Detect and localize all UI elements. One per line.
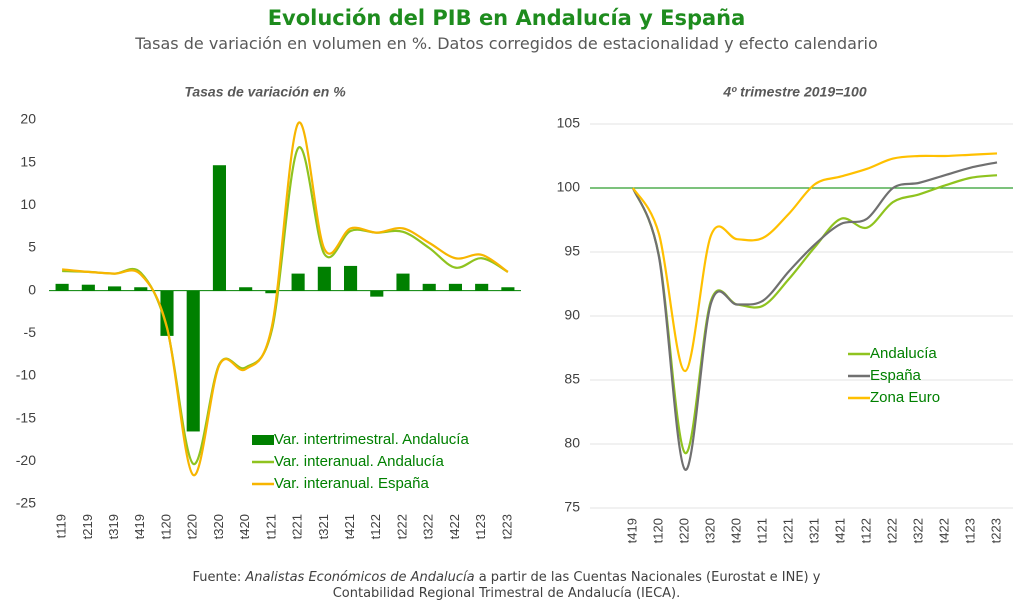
bar — [422, 283, 436, 291]
y-tick-label: 20 — [20, 111, 36, 127]
x-tick-label: t221 — [780, 518, 795, 543]
legend-label: Var. interanual. España — [274, 475, 429, 492]
bar — [265, 290, 279, 294]
x-tick-label: t123 — [962, 518, 977, 543]
x-tick-label: t420 — [237, 514, 252, 539]
y-tick-label: 10 — [20, 196, 36, 212]
source-rest: a partir de las Cuentas Nacionales (Euro… — [474, 570, 821, 585]
y-tick-label: 5 — [28, 239, 36, 255]
x-tick-label: t322 — [421, 514, 436, 539]
x-tick-label: t220 — [185, 514, 200, 539]
x-tick-label: t320 — [211, 514, 226, 539]
x-tick-label: t122 — [858, 518, 873, 543]
x-tick-label: t123 — [473, 514, 488, 539]
x-tick-label: t321 — [316, 514, 331, 539]
x-tick-label: t221 — [290, 514, 305, 539]
y-tick-label: 105 — [557, 115, 581, 131]
bar — [134, 287, 148, 291]
y-tick-label: -5 — [24, 324, 37, 340]
bar — [501, 287, 515, 291]
x-tick-label: t120 — [158, 514, 173, 539]
x-tick-label: t422 — [936, 518, 951, 543]
legend-label: Andalucía — [870, 345, 937, 362]
legend-label: España — [870, 367, 922, 384]
source: Fuente: Analistas Económicos de Andalucí… — [0, 570, 1013, 602]
bar — [108, 286, 122, 291]
bar — [317, 266, 331, 291]
x-tick-label: t219 — [80, 514, 95, 539]
line — [631, 174, 998, 455]
chart-title: 4º trimestre 2019=100 — [722, 84, 866, 100]
x-tick-label: t420 — [728, 518, 743, 543]
bar — [239, 287, 253, 291]
x-tick-label: t223 — [988, 518, 1003, 543]
line — [62, 146, 509, 466]
source-prefix: Fuente: — [192, 570, 246, 585]
legend-swatch — [252, 435, 274, 445]
y-tick-label: 95 — [564, 243, 580, 259]
bar — [55, 283, 69, 291]
y-tick-label: -20 — [16, 452, 36, 468]
x-tick-label: t421 — [342, 514, 357, 539]
x-tick-label: t421 — [832, 518, 847, 543]
x-tick-label: t222 — [394, 514, 409, 539]
bar — [475, 283, 489, 291]
y-tick-label: 85 — [564, 371, 580, 387]
line — [632, 152, 998, 373]
x-tick-label: t320 — [702, 518, 717, 543]
y-tick-label: 80 — [564, 435, 580, 451]
bar — [212, 165, 226, 291]
bar — [81, 284, 95, 291]
title: Evolución del PIB en Andalucía y España — [267, 6, 746, 30]
bar — [396, 273, 410, 291]
line — [631, 161, 998, 471]
x-tick-label: t419 — [132, 514, 147, 539]
x-tick-label: t121 — [754, 518, 769, 543]
x-tick-label: t222 — [884, 518, 899, 543]
bar — [160, 290, 174, 336]
x-tick-label: t319 — [106, 514, 121, 539]
line — [62, 121, 509, 477]
y-tick-label: -15 — [16, 409, 36, 425]
y-tick-label: -25 — [16, 495, 36, 511]
legend-label: Zona Euro — [870, 389, 940, 406]
x-tick-label: t120 — [650, 518, 665, 543]
y-tick-label: 90 — [564, 307, 580, 323]
source-line2: Contabilidad Regional Trimestral de Anda… — [332, 586, 681, 601]
x-tick-label: t121 — [263, 514, 278, 539]
charts: Tasas de variación en % -25 -20 -15 -10 -5 0 5 1… — [16, 84, 1013, 543]
bar — [291, 273, 305, 291]
x-tick-label: t322 — [910, 518, 925, 543]
x-tick-label: t321 — [806, 518, 821, 543]
x-tick-label: t220 — [676, 518, 691, 543]
legend-label: Var. intertrimestral. Andalucía — [274, 431, 469, 448]
x-tick-label: t223 — [499, 514, 514, 539]
bar — [370, 290, 384, 297]
chart-title: Tasas de variación en % — [184, 84, 346, 100]
y-tick-label: 0 — [28, 281, 36, 297]
y-tick-label: 100 — [557, 179, 581, 195]
bar — [186, 290, 200, 432]
subtitle: Tasas de variación en volumen en %. Dato… — [135, 34, 878, 53]
x-tick-label: t119 — [54, 514, 69, 538]
bar — [448, 283, 462, 291]
legend-label: Var. interanual. Andalucía — [274, 453, 444, 470]
bar — [344, 265, 358, 291]
x-tick-label: t419 — [624, 518, 639, 543]
x-tick-label: t122 — [368, 514, 383, 539]
y-tick-label: -10 — [16, 367, 36, 383]
y-tick-label: 15 — [20, 153, 36, 169]
x-tick-label: t422 — [447, 514, 462, 539]
y-tick-label: 75 — [564, 499, 580, 515]
source-italic: Analistas Económicos de Andalucía — [245, 570, 475, 585]
